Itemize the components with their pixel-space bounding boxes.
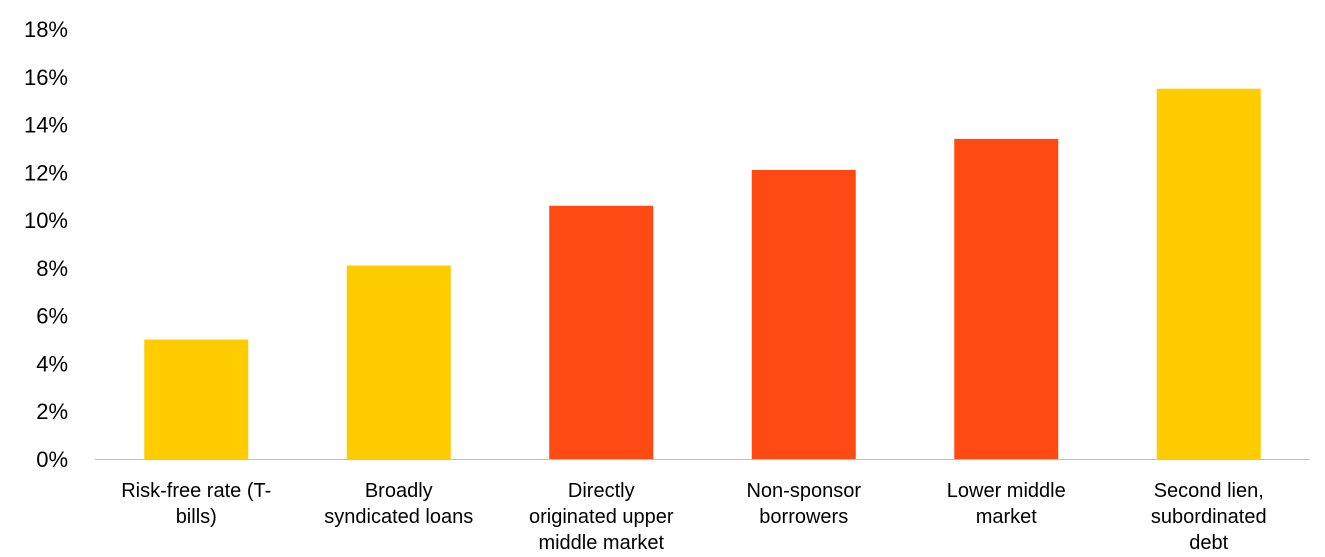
y-tick-label: 12% <box>24 160 68 185</box>
x-tick-label-line: originated upper <box>529 506 674 528</box>
y-axis: 0% 2% 4% 6% 8% 10% 12% 14% 16% 18% <box>24 17 68 472</box>
x-tick-label-line: subordinated <box>1151 506 1267 528</box>
x-tick-label-line: Non-sponsor <box>746 480 861 502</box>
y-tick-label: 18% <box>24 17 68 42</box>
bar <box>751 169 856 459</box>
x-tick-label-line: Lower middle <box>947 480 1066 502</box>
y-tick-label: 16% <box>24 65 68 90</box>
y-tick-label: 10% <box>24 208 68 233</box>
y-tick-label: 0% <box>36 447 68 472</box>
x-tick-label: Risk-free rate (T-bills) <box>121 480 271 528</box>
x-tick-label-line: middle market <box>538 532 664 554</box>
x-tick-label: Directly originated upper middle market <box>529 480 674 554</box>
bar <box>346 265 451 459</box>
x-tick-label: Second lien, subordinated debt <box>1151 480 1267 554</box>
bars <box>144 88 1261 459</box>
x-tick-label-line: Risk-free rate (T- <box>121 480 271 502</box>
x-tick-label-line: bills) <box>176 506 217 528</box>
y-tick-label: 14% <box>24 113 68 138</box>
y-tick-label: 8% <box>36 256 68 281</box>
bar <box>144 339 249 459</box>
x-tick-label-line: Second lien, <box>1154 480 1264 502</box>
x-tick-label-line: market <box>976 506 1038 528</box>
x-tick-label-line: Directly <box>568 480 635 502</box>
x-tick-label-line: debt <box>1189 532 1228 554</box>
bar <box>1156 88 1261 459</box>
x-tick-label: Non-sponsor borrowers <box>746 480 861 528</box>
x-tick-label: Broadly syndicated loans <box>324 480 473 528</box>
x-tick-label-line: Broadly <box>365 480 433 502</box>
x-tick-label: Lower middle market <box>947 480 1066 528</box>
x-tick-label-line: borrowers <box>759 506 848 528</box>
x-axis: Risk-free rate (T-bills) Broadly syndicate… <box>121 480 1266 554</box>
y-tick-label: 2% <box>36 399 68 424</box>
x-tick-label-line: syndicated loans <box>324 506 473 528</box>
bar <box>549 205 654 459</box>
y-tick-label: 6% <box>36 304 68 329</box>
bar <box>954 138 1059 459</box>
y-tick-label: 4% <box>36 351 68 376</box>
